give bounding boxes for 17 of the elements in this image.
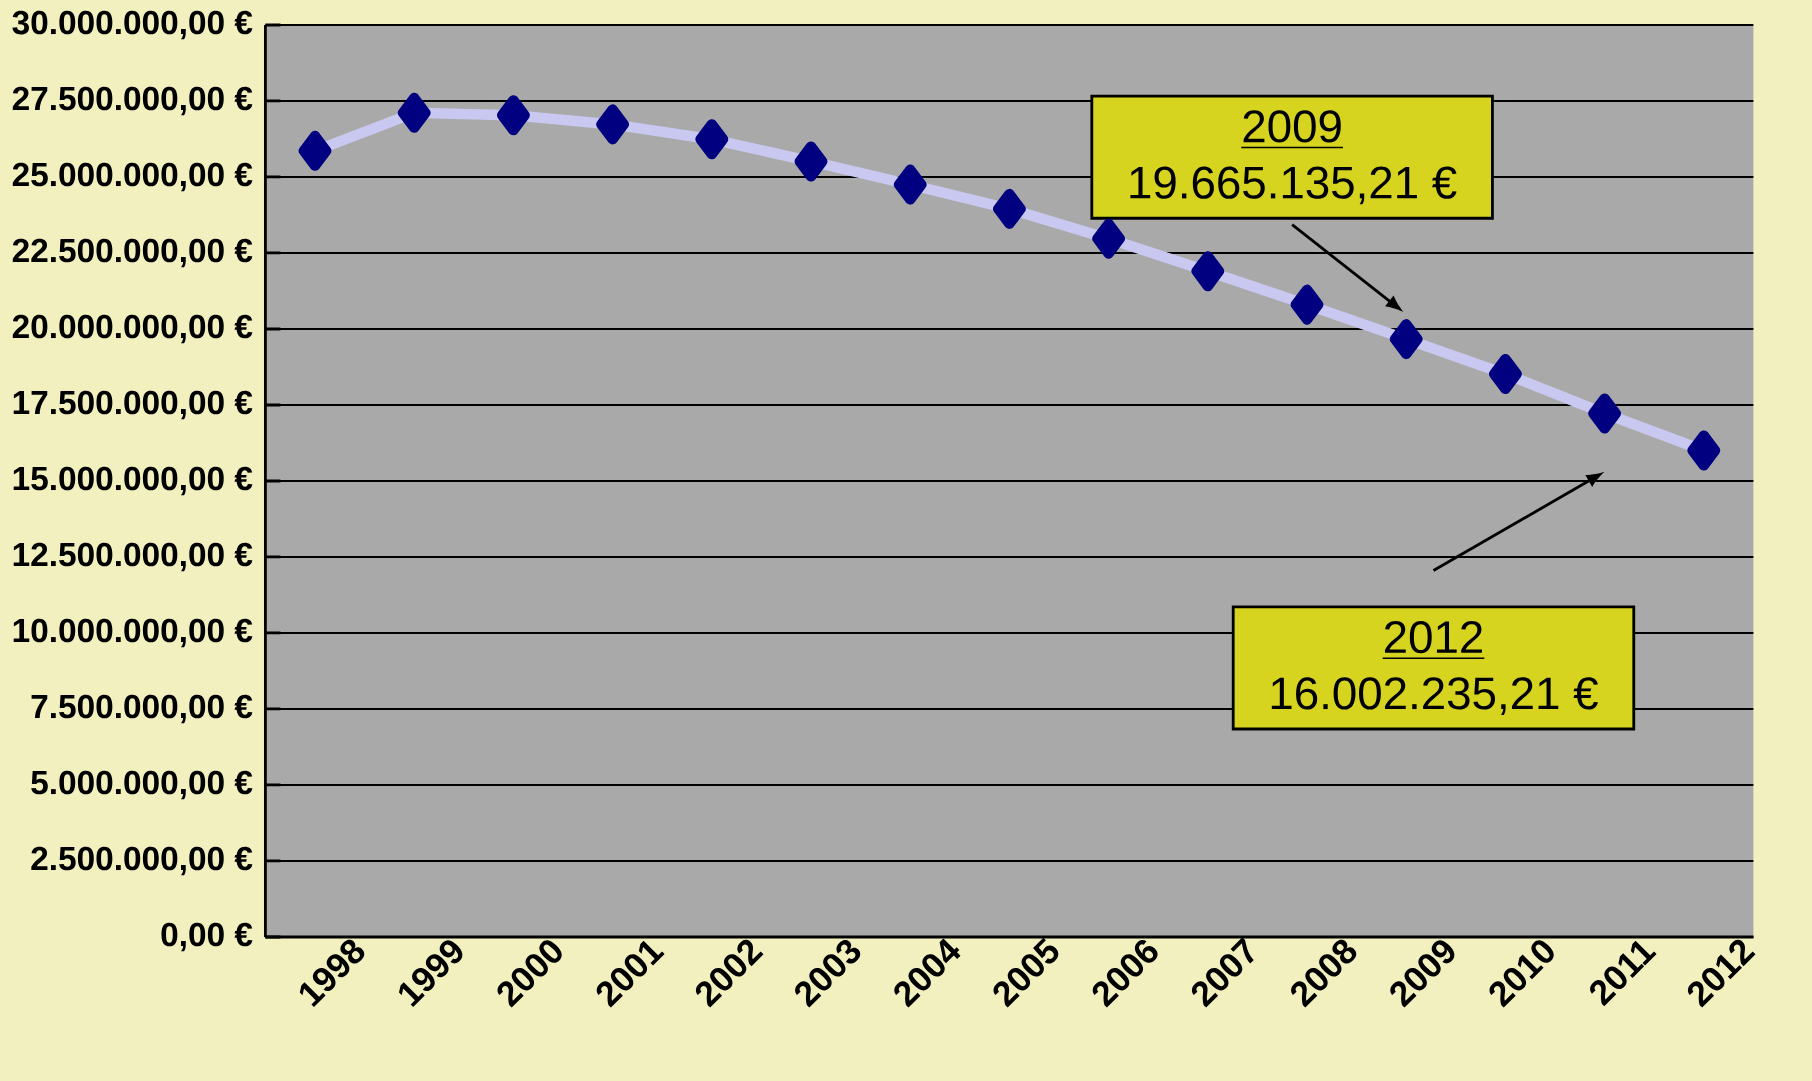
y-tick-label: 22.500.000,00 € [12, 238, 253, 268]
y-tick-label: 5.000.000,00 € [31, 770, 253, 800]
annotation: 2012 [1384, 620, 1482, 654]
y-tick-label: 7.500.000,00 € [31, 694, 253, 724]
y-tick-label: 0,00 € [161, 922, 253, 952]
annotation: 16.002.235,21 € [1271, 677, 1598, 715]
y-tick-label: 27.500.000,00 € [12, 86, 253, 116]
annotation: 2009 [1243, 110, 1341, 143]
y-tick-label: 10.000.000,00 € [13, 618, 253, 648]
y-tick-label: 15.000.000,00 € [13, 466, 253, 496]
annotation: 19.665.135,21 € [1130, 166, 1457, 205]
y-tick-label: 17.500.000,00 € [13, 390, 253, 420]
y-tick-label: 12.500.000,00 € [13, 542, 253, 572]
y-tick-label: 2.500.000,00 € [31, 846, 253, 876]
y-tick-label: 30.000.000,00 € [12, 10, 253, 40]
y-tick-label: 25.000.000,00 € [12, 162, 253, 192]
y-tick-label: 20.000.000,00 € [12, 314, 253, 344]
